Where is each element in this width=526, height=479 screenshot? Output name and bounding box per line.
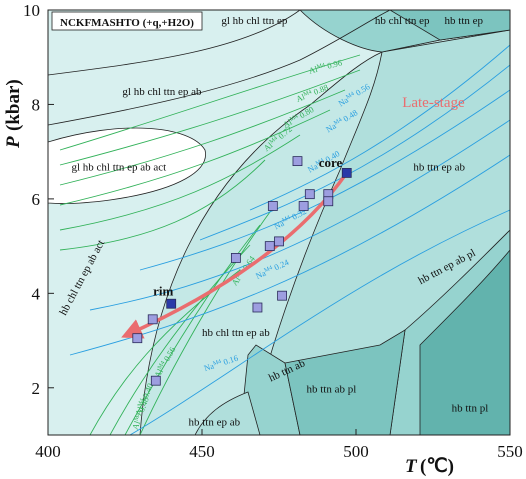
field-gl-hb-chl-ttn-ep-ab-act [48,127,206,204]
field-label: gl hb chl ttn ep ab act [71,162,166,174]
y-axis-unit: (kbar) [3,79,24,131]
data-point [147,314,158,325]
field-hb-ttn-ep-ab-low [194,391,261,435]
field-boundary-upper [48,10,301,76]
field-label: hb chl ttn ep [375,15,430,27]
data-markers: rim core [132,155,352,386]
al-isopleths [59,54,361,435]
y-axis-label: P [3,136,24,149]
data-point [298,201,309,211]
isopleth-label: AlM4 0.96 [308,57,343,75]
y-tick-label: 2 [32,379,41,398]
y-axis-title: P (kbar) [3,79,24,149]
core-label: core [319,155,343,170]
field-label: hb ttn ep ab [413,162,465,174]
field-label: hb chl ttn ep ab [202,327,270,339]
data-point [132,333,143,344]
field-label: hb ttn ep [445,15,484,27]
data-point [267,201,278,211]
field-label: hb ttn ab pl [306,384,356,396]
field-label: hb ttn pl [452,402,489,414]
late-stage-label: Late-stage [402,95,465,111]
plot-frame [47,9,511,436]
data-point [277,290,287,301]
data-point [323,196,334,207]
rim-marker [166,298,177,309]
x-tick-label: 400 [35,442,61,461]
field-hb-ttn-ep [389,10,510,41]
system-label: NCKFMASHTO (+q,+H2O) [60,17,194,29]
rim-label: rim [153,284,173,299]
core-marker [341,168,352,178]
field-label: gl hb chl ttn ep [221,15,287,27]
axes: 400 450 500 550 2 4 6 8 10 [23,1,523,461]
data-point [304,189,315,200]
x-tick-label: 500 [343,442,369,461]
na-isopleths [69,44,510,435]
field-label: hb ttn ep ab [188,417,240,429]
data-point [292,156,303,167]
y-tick-label: 10 [23,1,40,20]
plot-area [48,10,510,435]
field-label: gl hb chl ttn ep ab [122,86,202,98]
x-axis-label: T [405,456,418,477]
data-point [274,236,284,247]
data-point [264,241,275,252]
y-tick-label: 4 [32,284,41,303]
y-tick-label: 8 [32,95,41,114]
system-label-box: NCKFMASHTO (+q,+H2O) [51,11,203,31]
x-axis-unit: (℃) [420,456,454,477]
isopleth-label: NaM4 0.16 [203,353,240,373]
data-point [150,375,161,386]
x-tick-label: 550 [497,442,523,461]
x-axis-title: T (℃) [405,456,454,477]
x-tick-label: 450 [189,442,215,461]
data-point [252,302,263,313]
data-point [230,253,241,263]
y-tick-label: 6 [32,190,41,209]
field-hb-ttn-ab-pl [284,329,406,435]
field-boundary-mid [48,10,391,126]
